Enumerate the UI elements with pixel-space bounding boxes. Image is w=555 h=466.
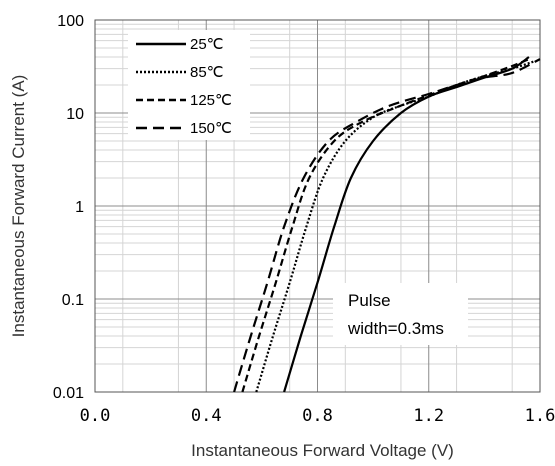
series-line-3 [241, 58, 530, 393]
legend-label-3: 125℃ [190, 92, 232, 109]
annotation-background [333, 283, 468, 345]
x-tick-label: 1.6 [525, 406, 555, 426]
legend-label-4: 150℃ [190, 120, 232, 137]
legend: 25℃ 85℃ 125℃ 150℃ [128, 30, 250, 140]
annotation-box: Pulse width=0.3ms [333, 283, 468, 345]
series-line-2 [255, 60, 535, 393]
y-tick-label: 0.01 [53, 385, 84, 402]
annotation-line-1: Pulse [348, 291, 391, 310]
x-tick-label: 0.0 [80, 406, 111, 426]
legend-label-2: 85℃ [190, 64, 224, 81]
x-axis-title: Instantaneous Forward Voltage (V) [191, 441, 454, 460]
legend-background [128, 30, 250, 140]
y-tick-label: 0.1 [62, 292, 84, 309]
legend-label-1: 25℃ [190, 36, 224, 53]
y-tick-label: 100 [57, 13, 84, 30]
annotation-line-2: width=0.3ms [347, 319, 444, 338]
plot-frame [94, 19, 541, 393]
x-tick-label: 0.8 [302, 406, 333, 426]
y-tick-label: 10 [66, 106, 84, 123]
y-tick-labels: 0.01 0.1 1 10 100 [53, 13, 84, 402]
y-tick-label: 1 [75, 199, 84, 216]
x-tick-label: 1.2 [413, 406, 444, 426]
x-tick-labels: 0.0 0.4 0.8 1.2 1.6 [80, 406, 555, 426]
y-axis-title: Instantaneous Forward Current (A) [9, 75, 28, 338]
x-tick-label: 0.4 [191, 406, 222, 426]
series-layer [233, 56, 541, 393]
